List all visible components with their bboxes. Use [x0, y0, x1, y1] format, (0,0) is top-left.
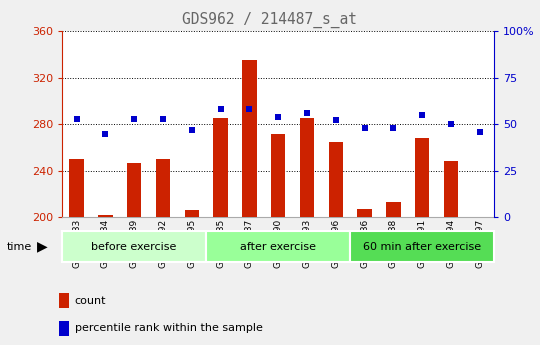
Point — [130, 116, 138, 121]
Point — [389, 125, 397, 131]
Point — [418, 112, 427, 118]
Bar — [357, 209, 372, 217]
Point — [72, 116, 81, 121]
Text: before exercise: before exercise — [91, 242, 177, 252]
Bar — [206, 231, 350, 262]
Point — [447, 121, 455, 127]
Bar — [350, 231, 494, 262]
Bar — [62, 231, 206, 262]
Bar — [415, 138, 429, 217]
Bar — [59, 293, 69, 308]
Text: GDS962 / 214487_s_at: GDS962 / 214487_s_at — [183, 12, 357, 28]
Point — [274, 114, 282, 119]
Text: percentile rank within the sample: percentile rank within the sample — [75, 323, 262, 333]
Bar — [69, 159, 84, 217]
Text: time: time — [7, 242, 32, 252]
Point — [216, 107, 225, 112]
Point — [245, 107, 254, 112]
Bar — [213, 118, 228, 217]
Text: ▶: ▶ — [37, 240, 48, 254]
Bar — [127, 162, 141, 217]
Point — [159, 116, 167, 121]
Point — [360, 125, 369, 131]
Bar — [59, 321, 69, 336]
Point — [302, 110, 311, 116]
Bar — [386, 202, 401, 217]
Bar — [328, 142, 343, 217]
Bar — [98, 215, 112, 217]
Bar — [242, 60, 256, 217]
Bar — [185, 210, 199, 217]
Point — [332, 118, 340, 123]
Bar — [271, 134, 285, 217]
Text: 60 min after exercise: 60 min after exercise — [363, 242, 481, 252]
Text: count: count — [75, 296, 106, 306]
Bar — [300, 118, 314, 217]
Point — [101, 131, 110, 136]
Text: after exercise: after exercise — [240, 242, 316, 252]
Bar — [444, 161, 458, 217]
Point — [475, 129, 484, 135]
Point — [187, 127, 196, 132]
Bar — [156, 159, 170, 217]
